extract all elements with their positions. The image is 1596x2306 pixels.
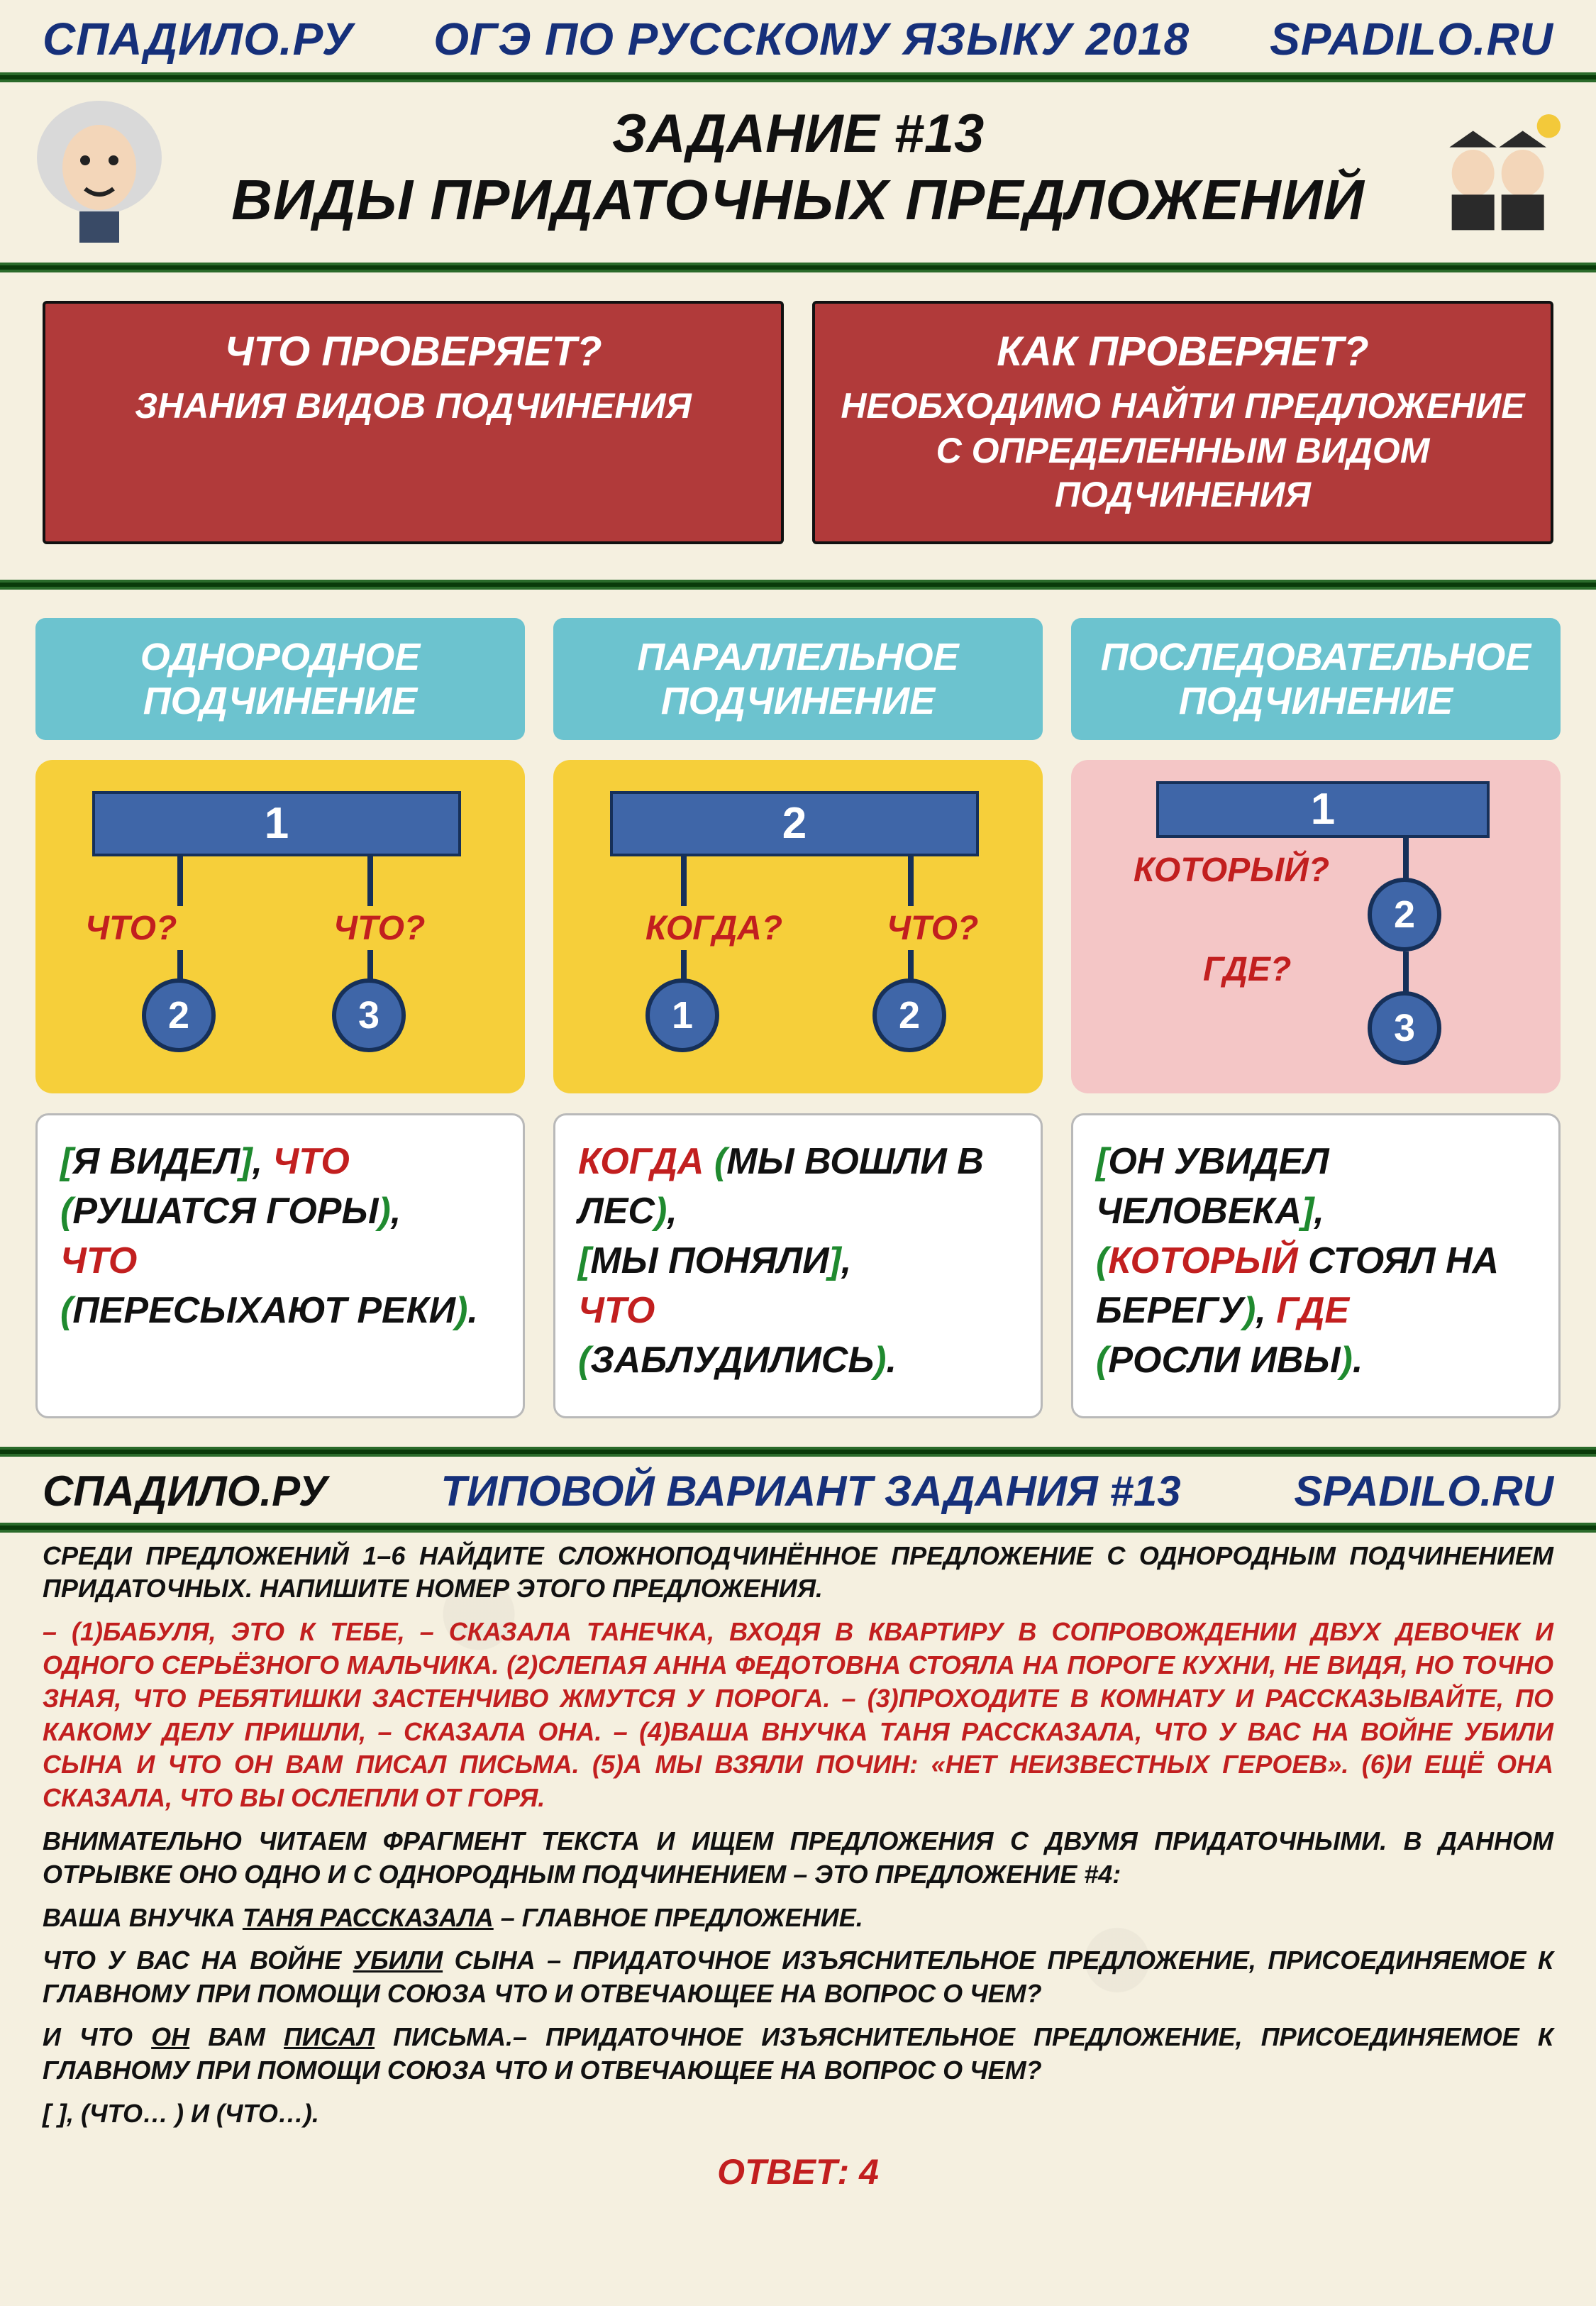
columns-row: ОДНОРОДНОЕ ПОДЧИНЕНИЕ 1 ЧТО? ЧТО? 2 3 [Я… [0,590,1596,1447]
divider [0,263,1596,272]
how-checks-q: КАК ПРОВЕРЯЕТ? [836,328,1529,375]
task-number: ЗАДАНИЕ #13 [170,103,1426,165]
red-boxes-row: ЧТО ПРОВЕРЯЕТ? ЗНАНИЯ ВИДОВ ПОДЧИНЕНИЯ К… [0,272,1596,580]
col-sequential: ПОСЛЕДОВАТЕЛЬНОЕ ПОДЧИНЕНИЕ 1 КОТОРЫЙ? 2… [1071,618,1561,1418]
child-node: 3 [332,978,406,1052]
section2-bar: СПАДИЛО.РУ ТИПОВОЙ ВАРИАНТ ЗАДАНИЯ #13 S… [0,1457,1596,1523]
einstein-avatar [28,89,170,246]
child-node: 2 [872,978,946,1052]
what-checks-box: ЧТО ПРОВЕРЯЕТ? ЗНАНИЯ ВИДОВ ПОДЧИНЕНИЯ [43,301,784,544]
graduates-avatar [1426,89,1568,246]
exam-title: ОГЭ ПО РУССКОМУ ЯЗЫКУ 2018 [433,13,1190,65]
edge [908,856,914,906]
what-checks-a: ЗНАНИЯ ВИДОВ ПОДЧИНЕНИЯ [67,384,760,429]
edge [681,856,687,906]
q-label: ЧТО? [887,909,978,948]
divider [0,1523,1596,1533]
edge [1403,951,1409,994]
example-parallel: КОГДА (МЫ ВОШЛИ В ЛЕС), [МЫ ПОНЯЛИ], ЧТО… [553,1113,1043,1418]
q-label: ГДЕ? [1203,950,1291,989]
divider [0,580,1596,590]
section2-title: ТИПОВОЙ ВАРИАНТ ЗАДАНИЯ #13 [440,1467,1180,1516]
brand-left: СПАДИЛО.РУ [43,13,353,65]
root-bar: 2 [610,791,979,856]
task-expl1: ВНИМАТЕЛЬНО ЧИТАЕМ ФРАГМЕНТ ТЕКСТА И ИЩЕ… [43,1825,1553,1892]
edge [177,856,183,906]
task-subtitle: ВИДЫ ПРИДАТОЧНЫХ ПРЕДЛОЖЕНИЙ [170,167,1426,233]
child-node: 1 [645,978,719,1052]
how-checks-a: НЕОБХОДИМО НАЙТИ ПРЕДЛОЖЕНИЕ С ОПРЕДЕЛЕН… [836,384,1529,517]
task-answer: ОТВЕТ: 4 [0,2147,1596,2205]
col-head: ОДНОРОДНОЕ ПОДЧИНЕНИЕ [35,618,525,740]
brand-left-2: СПАДИЛО.РУ [43,1467,327,1516]
edge [1403,838,1409,881]
chain-node: 3 [1368,991,1441,1065]
what-checks-q: ЧТО ПРОВЕРЯЕТ? [67,328,760,375]
title-block: ЗАДАНИЕ #13 ВИДЫ ПРИДАТОЧНЫХ ПРЕДЛОЖЕНИЙ [0,82,1596,263]
task-block: СРЕДИ ПРЕДЛОЖЕНИЙ 1–6 НАЙДИТЕ СЛОЖНОПОДЧ… [0,1533,1596,2148]
child-node: 2 [142,978,216,1052]
task-expl4: И ЧТО ОН ВАМ ПИСАЛ ПИСЬМА.– ПРИДАТОЧНОЕ … [43,2021,1553,2087]
diagram-sequential: 1 КОТОРЫЙ? 2 ГДЕ? 3 [1071,760,1561,1093]
q-label: КОГДА? [645,909,782,948]
diagram-homogeneous: 1 ЧТО? ЧТО? 2 3 [35,760,525,1093]
task-expl2: ВАША ВНУЧКА ТАНЯ РАССКАЗАЛА – ГЛАВНОЕ ПР… [43,1902,1553,1935]
brand-right: SPADILO.RU [1270,13,1553,65]
q-label: ЧТО? [333,909,425,948]
divider [0,72,1596,82]
task-passage: – (1)БАБУЛЯ, ЭТО К ТЕБЕ, – СКАЗАЛА ТАНЕЧ… [43,1616,1553,1815]
root-bar: 1 [1156,781,1490,838]
chain-node: 2 [1368,878,1441,951]
q-label: ЧТО? [85,909,177,948]
col-head: ПАРАЛЛЕЛЬНОЕ ПОДЧИНЕНИЕ [553,618,1043,740]
task-instruction: СРЕДИ ПРЕДЛОЖЕНИЙ 1–6 НАЙДИТЕ СЛОЖНОПОДЧ… [43,1540,1553,1606]
col-head: ПОСЛЕДОВАТЕЛЬНОЕ ПОДЧИНЕНИЕ [1071,618,1561,740]
col-parallel: ПАРАЛЛЕЛЬНОЕ ПОДЧИНЕНИЕ 2 КОГДА? ЧТО? 1 … [553,618,1043,1418]
col-homogeneous: ОДНОРОДНОЕ ПОДЧИНЕНИЕ 1 ЧТО? ЧТО? 2 3 [Я… [35,618,525,1418]
diagram-parallel: 2 КОГДА? ЧТО? 1 2 [553,760,1043,1093]
brand-right-2: SPADILO.RU [1294,1467,1553,1516]
edge [367,856,373,906]
example-sequential: [ОН УВИДЕЛ ЧЕЛОВЕКА], (КОТОРЫЙ СТОЯЛ НА … [1071,1113,1561,1418]
task-expl3: ЧТО У ВАС НА ВОЙНЕ УБИЛИ СЫНА – ПРИДАТОЧ… [43,1944,1553,2011]
example-homogeneous: [Я ВИДЕЛ], ЧТО (РУШАТСЯ ГОРЫ), ЧТО (ПЕРЕ… [35,1113,525,1418]
divider [0,1447,1596,1457]
top-bar: СПАДИЛО.РУ ОГЭ ПО РУССКОМУ ЯЗЫКУ 2018 SP… [0,0,1596,72]
task-scheme: [ ], (ЧТО… ) И (ЧТО…). [43,2097,1553,2131]
root-bar: 1 [92,791,461,856]
q-label: КОТОРЫЙ? [1134,851,1329,890]
how-checks-box: КАК ПРОВЕРЯЕТ? НЕОБХОДИМО НАЙТИ ПРЕДЛОЖЕ… [812,301,1553,544]
